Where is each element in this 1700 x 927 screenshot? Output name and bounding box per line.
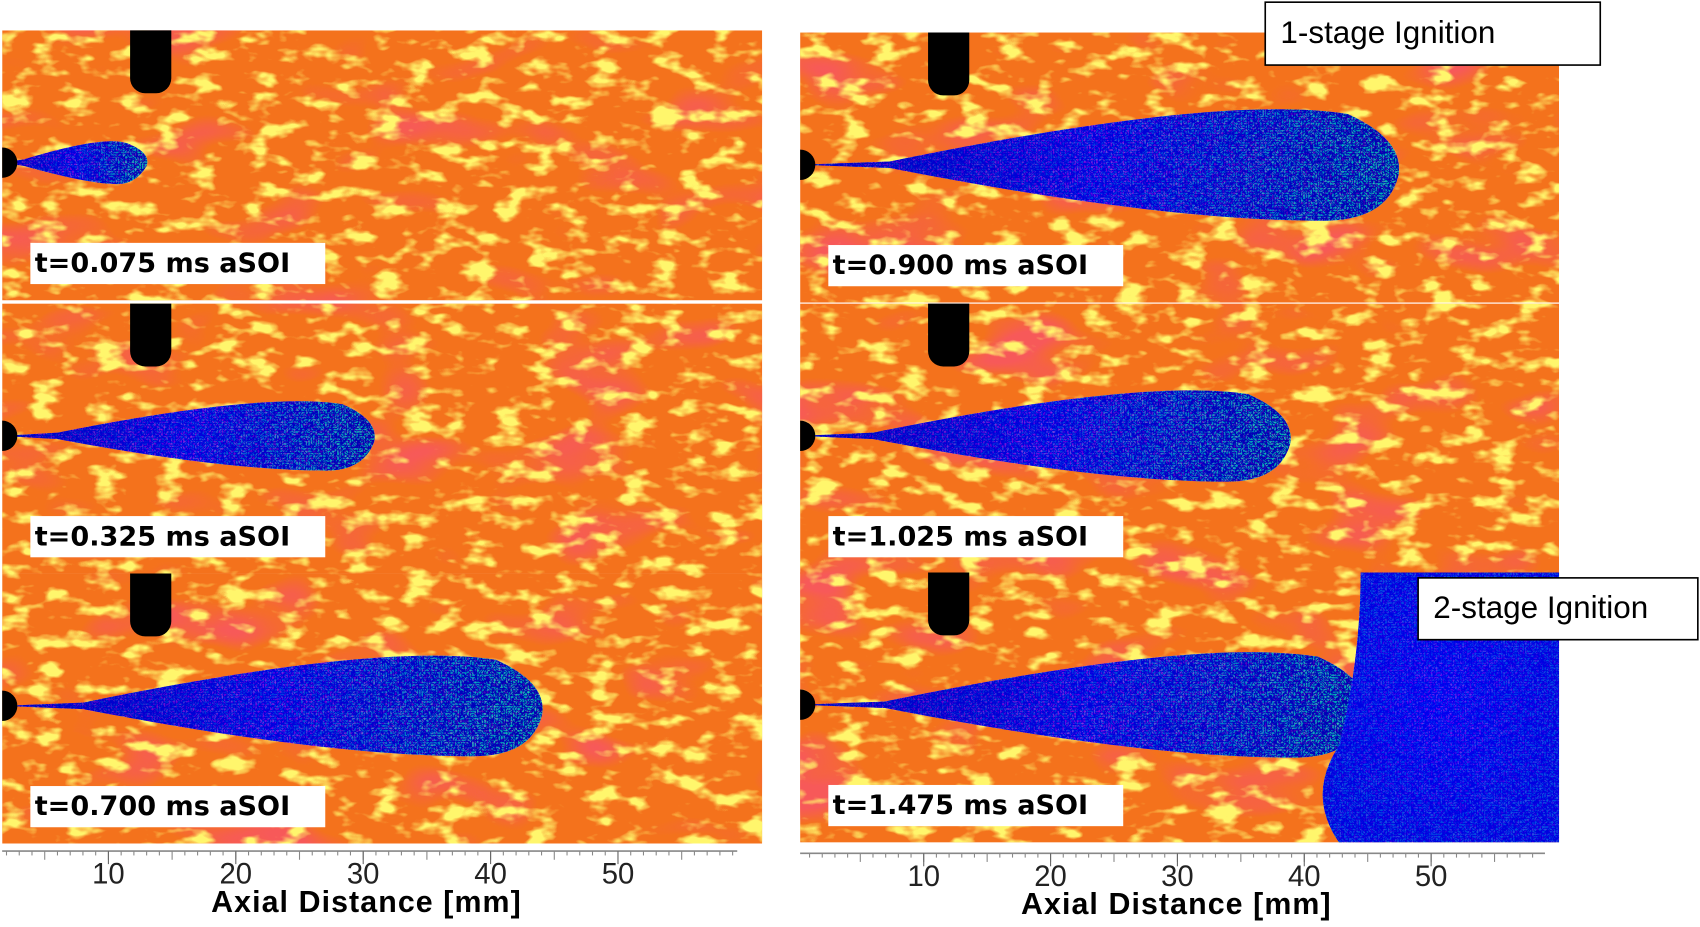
tick-label: 30 bbox=[347, 859, 380, 891]
time-label: t=1.025 ms aSOI bbox=[833, 521, 1088, 552]
window-mount bbox=[928, 303, 970, 367]
time-label: t=0.075 ms aSOI bbox=[35, 248, 291, 279]
image-panel: t=0.075 ms aSOI bbox=[2, 30, 763, 301]
time-label-box bbox=[30, 786, 326, 828]
tick-label: 50 bbox=[1415, 861, 1448, 893]
spray-plume bbox=[2, 655, 543, 757]
tick-label: 20 bbox=[220, 859, 253, 891]
time-label: t=0.900 ms aSOI bbox=[833, 250, 1088, 281]
window-mount bbox=[928, 32, 970, 96]
tick-label: 10 bbox=[92, 859, 125, 891]
time-label-box bbox=[828, 784, 1124, 827]
tick-label: 20 bbox=[1034, 861, 1067, 893]
image-panel: t=0.700 ms aSOI bbox=[2, 573, 763, 844]
annotation: 2-stage Ignition bbox=[1433, 590, 1648, 625]
tick-label: 40 bbox=[1288, 861, 1321, 893]
tick-label: 30 bbox=[1161, 861, 1194, 893]
image-panel: t=0.900 ms aSOI bbox=[800, 32, 1560, 303]
window-mount bbox=[130, 303, 172, 367]
axis-title: Axial Distance [mm] bbox=[1021, 888, 1332, 921]
injector-tip bbox=[800, 689, 816, 720]
time-label-box bbox=[30, 516, 326, 558]
tick-label: 50 bbox=[602, 859, 635, 891]
window-mount bbox=[130, 30, 172, 94]
tick-label: 10 bbox=[907, 861, 940, 893]
annotation-box bbox=[1417, 577, 1699, 641]
time-label: t=0.325 ms aSOI bbox=[35, 521, 291, 552]
injector-tip bbox=[2, 420, 18, 452]
time-label-box bbox=[828, 245, 1124, 287]
annotation-box bbox=[1264, 1, 1602, 66]
image-panel: t=0.325 ms aSOI bbox=[2, 303, 763, 574]
time-label: t=1.475 ms aSOI bbox=[833, 790, 1088, 821]
time-label-box bbox=[30, 242, 326, 285]
injector-tip bbox=[800, 149, 816, 180]
image-panel: t=1.025 ms aSOI bbox=[800, 303, 1560, 574]
spray-plume bbox=[800, 109, 1400, 221]
axis-title: Axial Distance [mm] bbox=[211, 886, 522, 919]
injector-tip bbox=[800, 420, 816, 452]
spray-plume bbox=[800, 652, 1367, 758]
time-label: t=0.700 ms aSOI bbox=[35, 791, 291, 822]
annotation: 1-stage Ignition bbox=[1280, 15, 1495, 50]
time-label-box bbox=[828, 516, 1124, 558]
spray-plume bbox=[2, 401, 375, 471]
window-mount bbox=[928, 572, 970, 636]
window-mount bbox=[130, 573, 172, 637]
spray-plume bbox=[800, 390, 1291, 482]
injector-tip bbox=[2, 147, 18, 178]
spray-plume bbox=[2, 141, 148, 185]
tick-label: 40 bbox=[474, 859, 507, 891]
injector-tip bbox=[2, 690, 18, 721]
